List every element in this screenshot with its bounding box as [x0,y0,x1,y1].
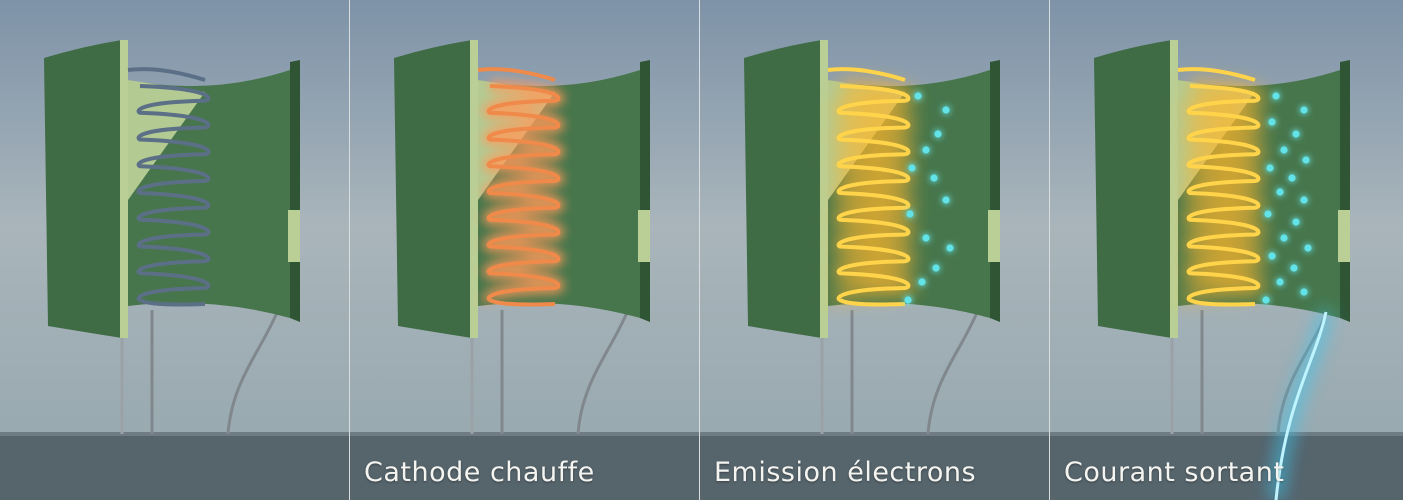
electron [1292,130,1300,138]
coil-bottom-lead [138,298,206,307]
right-plate-tab [988,210,1000,262]
heated-filament-coil [486,84,561,302]
coil-bottom-lead [838,298,906,307]
floor [700,432,1049,500]
lead-wire [576,309,630,435]
output-current-wire [1274,311,1328,500]
electron [1272,92,1280,100]
coil-top-lead [127,67,206,82]
lead-wire [226,309,280,435]
right-plate-tab [1338,210,1350,262]
right-plate [290,60,300,322]
left-plate-edge [470,40,478,338]
electron [1280,234,1288,242]
panel-cold-cathode [0,0,350,500]
caption-output-current: Courant sortant [1064,457,1285,488]
electron [1288,174,1296,182]
heated-filament-coil [1186,84,1261,302]
right-plate [1340,60,1350,322]
coil-top-lead [477,67,556,82]
electron [1262,296,1270,304]
coil-top-lead [827,67,906,82]
electron [1292,218,1300,226]
panel-output-current: Courant sortant [1050,0,1403,500]
floor-edge [350,432,699,436]
coil-top-lead [1177,67,1256,82]
floor [0,432,349,500]
left-anode-plate [394,40,472,338]
electron [918,278,926,286]
electron [904,296,912,304]
left-plate-edge [820,40,828,338]
electron [906,210,914,218]
electron [922,146,930,154]
electron [1300,288,1308,296]
electron [1300,196,1308,204]
coil-bottom-lead [1188,298,1256,307]
electron [914,92,922,100]
electron [1268,118,1276,126]
right-plate [640,60,650,322]
electron [1290,264,1298,272]
floor [350,432,699,500]
electron [1268,252,1276,260]
electron [1302,156,1310,164]
electron [932,264,940,272]
floor-edge [0,432,349,436]
panel-electron-emission: Emission électrons [700,0,1050,500]
electron [1266,164,1274,172]
electron [1276,278,1284,286]
left-anode-plate [44,40,122,338]
right-plate-tab [288,210,300,262]
electron [946,244,954,252]
heated-filament-coil [136,84,211,302]
tube-illustration-emission [700,0,1049,500]
floor-edge [1050,432,1403,436]
left-anode-plate [1094,40,1172,338]
electron [922,234,930,242]
electron [908,164,916,172]
electron [1276,188,1284,196]
electron [1304,244,1312,252]
electron [1300,106,1308,114]
tube-illustration-warm [350,0,699,500]
electron [930,174,938,182]
electron [934,130,942,138]
right-plate-tab [638,210,650,262]
left-anode-plate [744,40,822,338]
electron [942,196,950,204]
left-plate-edge [120,40,128,338]
lead-wire [926,309,980,435]
floor-edge [700,432,1049,436]
electron [942,106,950,114]
electron [1264,210,1272,218]
caption-electron-emission: Emission électrons [714,457,977,488]
electron [1280,146,1288,154]
tube-illustration-current [1050,0,1403,500]
panel-cathode-heating: Cathode chauffe [350,0,700,500]
left-plate-edge [1170,40,1178,338]
heated-filament-coil [836,84,911,302]
right-plate [990,60,1000,322]
tube-illustration-cold [0,0,349,500]
coil-bottom-lead [488,298,556,307]
floor [1050,432,1403,500]
caption-cathode-heating: Cathode chauffe [364,457,595,488]
